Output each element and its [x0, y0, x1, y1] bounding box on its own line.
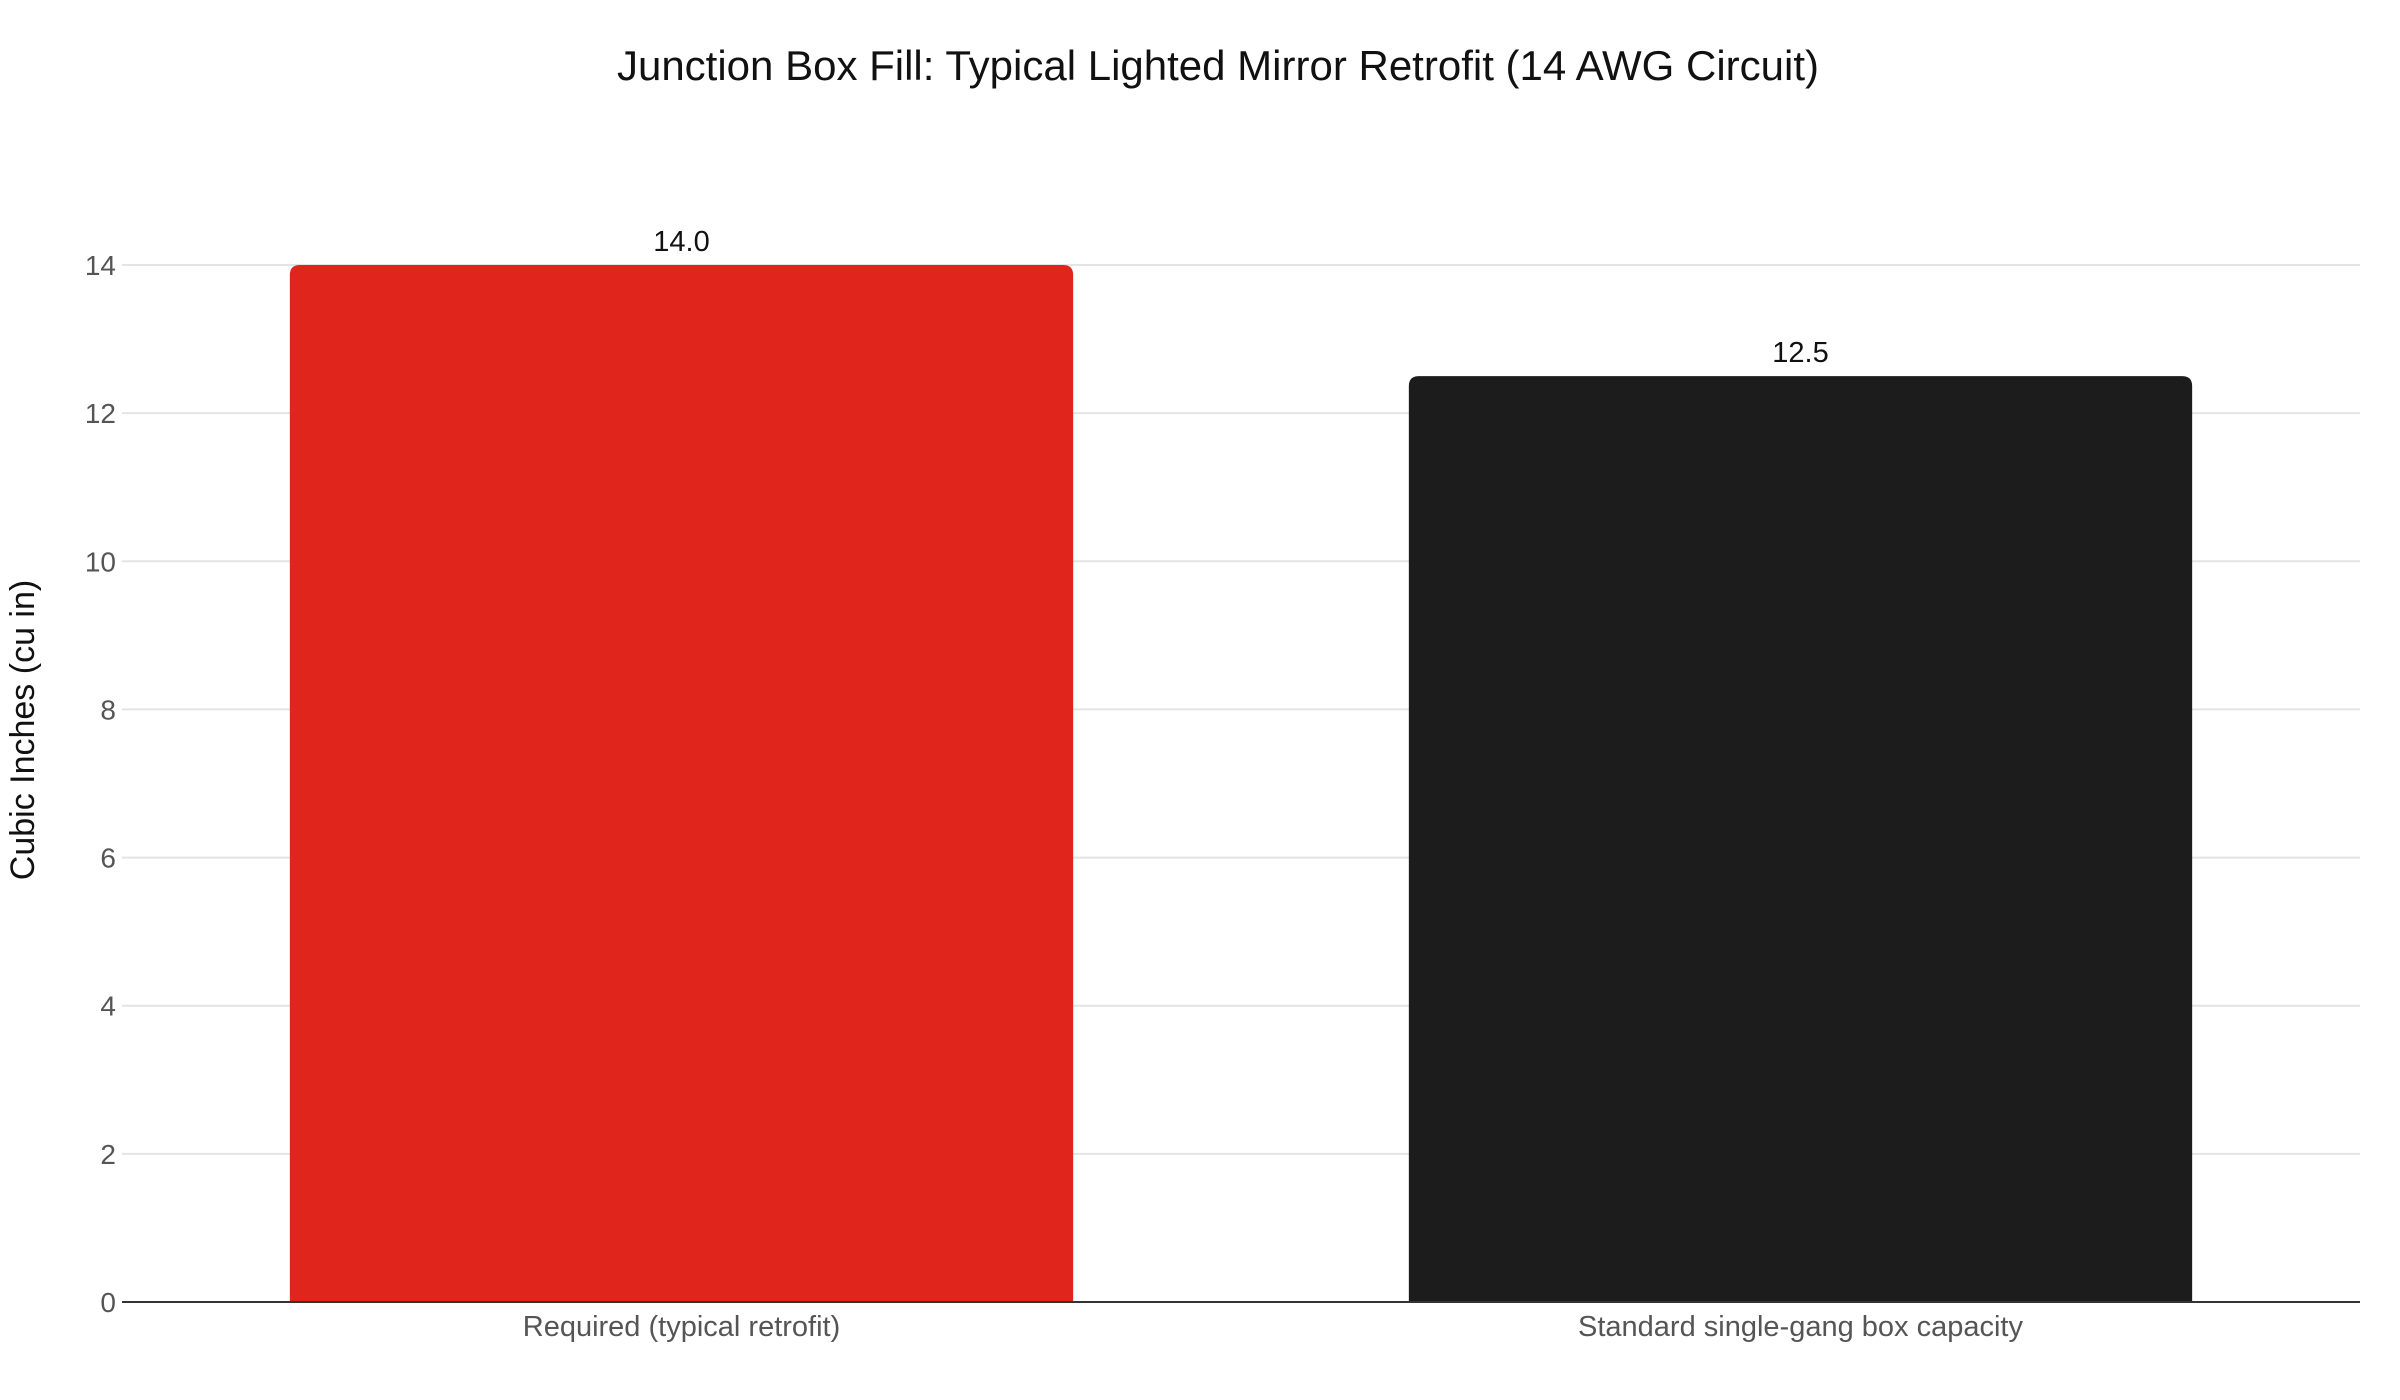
y-tick-label: 14 — [85, 250, 116, 281]
y-tick-label: 2 — [100, 1139, 116, 1170]
chart-title: Junction Box Fill: Typical Lighted Mirro… — [617, 42, 1819, 89]
axes: 0 2 4 6 8 10 12 14 Required (typical retrofit) St… — [85, 250, 2360, 1343]
bars — [289, 265, 2193, 1302]
x-tick-label: Required (typical retrofit) — [523, 1311, 841, 1343]
y-tick-label: 6 — [100, 843, 116, 874]
bar-value-label: 14.0 — [653, 226, 709, 258]
data-labels: 14.0 12.5 — [653, 226, 1828, 369]
y-axis-title: Cubic Inches (cu in) — [4, 580, 42, 880]
y-tick-label: 10 — [85, 546, 116, 577]
bar — [1408, 376, 2193, 1302]
y-tick-label: 0 — [100, 1287, 116, 1318]
x-tick-label: Standard single-gang box capacity — [1578, 1311, 2023, 1343]
y-tick-label: 8 — [100, 694, 116, 725]
bar-value-label: 12.5 — [1772, 337, 1828, 369]
bar — [289, 265, 1074, 1302]
y-tick-label: 4 — [100, 991, 116, 1022]
y-tick-label: 12 — [85, 398, 116, 429]
